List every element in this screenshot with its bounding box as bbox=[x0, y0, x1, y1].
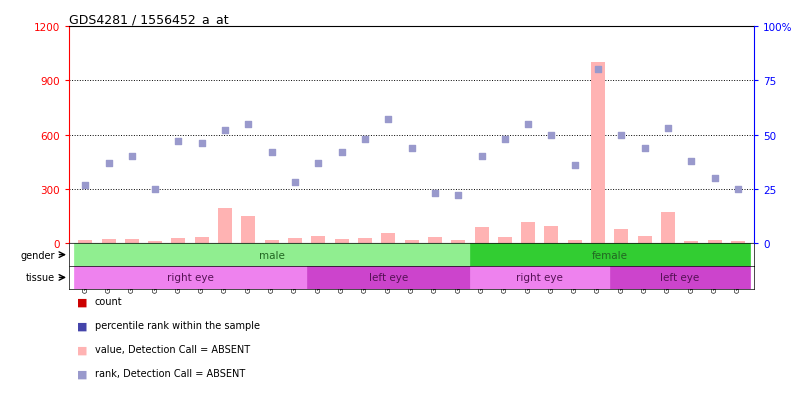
Bar bbox=[428, 237, 442, 244]
Bar bbox=[708, 240, 722, 244]
Bar bbox=[74, 266, 307, 289]
Bar bbox=[405, 240, 418, 244]
Bar bbox=[311, 236, 325, 244]
Text: ■: ■ bbox=[77, 368, 88, 378]
Bar bbox=[661, 212, 675, 244]
Text: ■: ■ bbox=[77, 297, 88, 306]
Point bbox=[521, 121, 534, 128]
Bar bbox=[544, 226, 559, 244]
Point bbox=[219, 128, 232, 134]
Bar bbox=[568, 240, 581, 244]
Bar bbox=[684, 242, 698, 244]
Bar bbox=[288, 238, 302, 244]
Bar bbox=[470, 244, 749, 266]
Text: ■: ■ bbox=[77, 344, 88, 354]
Bar bbox=[521, 222, 535, 244]
Text: male: male bbox=[259, 250, 285, 260]
Bar bbox=[474, 228, 488, 244]
Bar bbox=[615, 229, 629, 244]
Point bbox=[545, 132, 558, 139]
Point bbox=[638, 145, 651, 152]
Text: female: female bbox=[592, 250, 628, 260]
Bar bbox=[264, 240, 279, 244]
Bar bbox=[731, 241, 745, 244]
Point bbox=[732, 186, 744, 193]
Bar bbox=[218, 209, 232, 244]
Point bbox=[289, 180, 302, 186]
Bar bbox=[195, 237, 208, 244]
Point bbox=[148, 186, 161, 193]
Point bbox=[569, 162, 581, 169]
Point bbox=[615, 132, 628, 139]
Point bbox=[195, 140, 208, 147]
Text: gender: gender bbox=[21, 250, 55, 260]
Bar bbox=[74, 244, 470, 266]
Point bbox=[498, 136, 511, 143]
Point bbox=[662, 126, 675, 132]
Point bbox=[312, 160, 325, 167]
Bar bbox=[78, 240, 92, 244]
Point bbox=[126, 154, 139, 160]
Bar bbox=[242, 216, 255, 244]
Bar bbox=[125, 240, 139, 244]
Point bbox=[265, 149, 278, 156]
Point bbox=[452, 192, 465, 199]
Bar bbox=[451, 240, 466, 244]
Text: right eye: right eye bbox=[167, 273, 213, 283]
Point bbox=[79, 182, 92, 188]
Bar bbox=[358, 239, 372, 244]
Text: tissue: tissue bbox=[26, 273, 55, 283]
Text: value, Detection Call = ABSENT: value, Detection Call = ABSENT bbox=[95, 344, 250, 354]
Bar bbox=[101, 239, 115, 244]
Bar bbox=[381, 234, 395, 244]
Point bbox=[428, 190, 441, 197]
Text: right eye: right eye bbox=[517, 273, 563, 283]
Text: percentile rank within the sample: percentile rank within the sample bbox=[95, 320, 260, 330]
Text: rank, Detection Call = ABSENT: rank, Detection Call = ABSENT bbox=[95, 368, 245, 378]
Bar bbox=[637, 236, 652, 244]
Bar bbox=[498, 237, 512, 244]
Bar bbox=[335, 240, 349, 244]
Bar bbox=[591, 63, 605, 244]
Point bbox=[684, 158, 697, 164]
Text: GDS4281 / 1556452_a_at: GDS4281 / 1556452_a_at bbox=[69, 13, 229, 26]
Point bbox=[591, 67, 604, 74]
Point bbox=[172, 138, 185, 145]
Text: count: count bbox=[95, 297, 122, 306]
Bar bbox=[171, 238, 186, 244]
Text: left eye: left eye bbox=[660, 273, 699, 283]
Text: ■: ■ bbox=[77, 320, 88, 330]
Text: left eye: left eye bbox=[369, 273, 408, 283]
Point bbox=[406, 145, 418, 152]
Point bbox=[382, 117, 395, 123]
Point bbox=[242, 121, 255, 128]
Point bbox=[475, 154, 488, 160]
Bar bbox=[148, 242, 162, 244]
Bar bbox=[470, 266, 610, 289]
Point bbox=[358, 136, 371, 143]
Bar bbox=[610, 266, 749, 289]
Point bbox=[335, 149, 348, 156]
Point bbox=[708, 175, 721, 182]
Point bbox=[102, 160, 115, 167]
Bar bbox=[307, 266, 470, 289]
